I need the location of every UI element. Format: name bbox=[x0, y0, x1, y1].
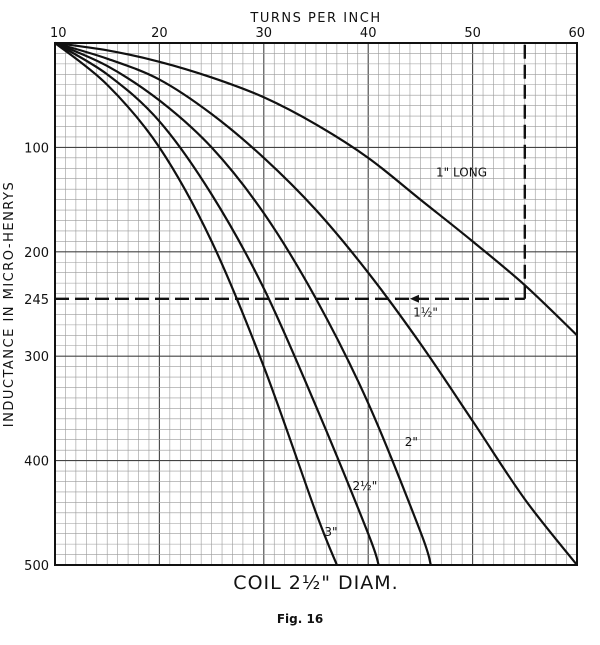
x-tick-label: 40 bbox=[360, 26, 377, 41]
figure-caption: Fig. 16 bbox=[277, 612, 323, 626]
y-tick-label: 200 bbox=[24, 246, 49, 261]
series-line-4 bbox=[54, 42, 380, 566]
series-line-3 bbox=[54, 41, 432, 566]
x-axis-title: TURNS PER INCH bbox=[249, 11, 381, 26]
x-tick-label: 20 bbox=[151, 26, 168, 41]
grid bbox=[54, 42, 578, 566]
x-tick-label: 30 bbox=[256, 26, 273, 41]
curve-label-2: 1½" bbox=[413, 306, 438, 320]
curve-label-1: 1" LONG bbox=[436, 166, 487, 180]
curves bbox=[54, 41, 578, 566]
guide-arrowhead bbox=[409, 294, 419, 303]
y-tick-label: 300 bbox=[24, 350, 49, 365]
y-tick-label: 245 bbox=[24, 293, 49, 308]
guide-lines bbox=[55, 43, 526, 303]
tick-labels: 1" LONG 1½" 2" 2½" 3" 10 20 30 40 50 60 100 200 245 30… bbox=[24, 26, 585, 574]
series-line-2 bbox=[54, 41, 578, 566]
series-line-1 bbox=[54, 41, 578, 337]
curve-label-4: 2½" bbox=[353, 479, 378, 493]
curve-label-5: 3" bbox=[324, 525, 337, 539]
chart-title: COIL 2½" DIAM. bbox=[233, 572, 398, 594]
curve-label-3: 2" bbox=[405, 435, 418, 449]
series-line-5 bbox=[54, 42, 338, 566]
y-tick-label: 400 bbox=[24, 455, 49, 470]
y-tick-label: 100 bbox=[24, 141, 49, 156]
x-tick-label: 10 bbox=[50, 26, 67, 41]
y-axis-title: INDUCTANCE IN MICRO-HENRYS bbox=[2, 181, 17, 427]
plot-frame bbox=[54, 42, 578, 566]
x-tick-label: 50 bbox=[464, 26, 481, 41]
x-tick-label: 60 bbox=[568, 26, 585, 41]
y-tick-label: 500 bbox=[24, 559, 49, 574]
